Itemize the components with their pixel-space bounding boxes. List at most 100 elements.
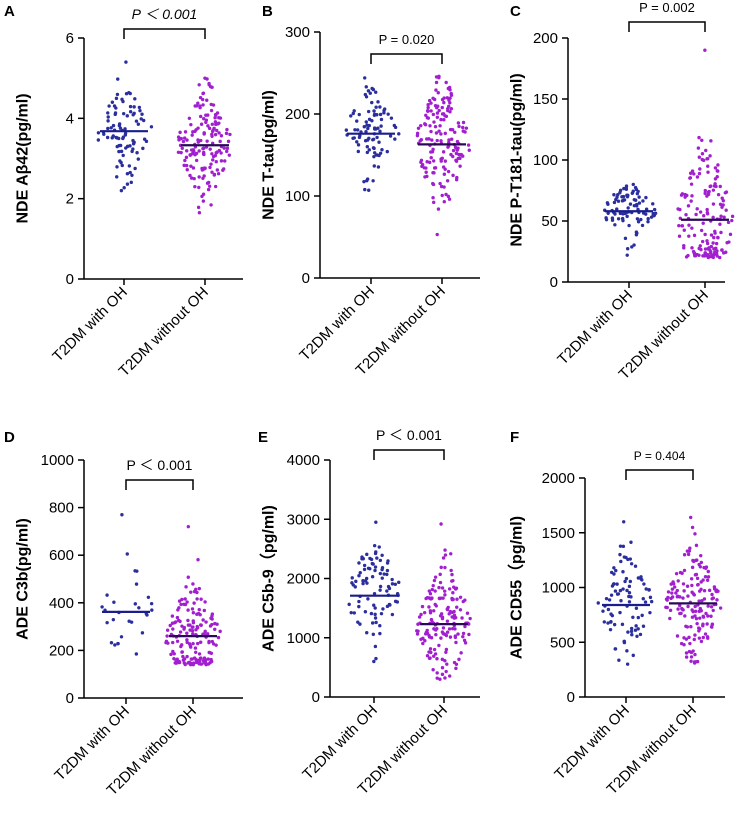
- data-point: [123, 133, 128, 137]
- data-point: [124, 60, 128, 64]
- data-point: [193, 650, 198, 654]
- data-point: [427, 650, 431, 654]
- data-point: [447, 674, 452, 678]
- data-point: [212, 172, 217, 177]
- data-point: [195, 658, 199, 663]
- data-point: [225, 149, 229, 154]
- data-point: [627, 584, 632, 589]
- data-point: [455, 597, 459, 601]
- data-point: [709, 605, 714, 609]
- data-point: [169, 652, 173, 657]
- data-point: [186, 524, 191, 529]
- data-point: [210, 122, 215, 127]
- data-point: [439, 132, 443, 136]
- data-point: [683, 192, 687, 197]
- data-point: [204, 120, 208, 125]
- data-point: [188, 173, 192, 178]
- data-point: [457, 657, 461, 662]
- data-point: [450, 572, 454, 577]
- data-point: [699, 553, 703, 558]
- data-point: [382, 572, 386, 576]
- data-point: [105, 620, 109, 625]
- data-point: [136, 157, 141, 161]
- data-point: [373, 568, 377, 573]
- data-point: [424, 596, 428, 601]
- data-point: [680, 571, 684, 575]
- data-point: [432, 97, 437, 102]
- data-point: [206, 124, 210, 128]
- data-point: [433, 575, 438, 579]
- data-point: [444, 633, 449, 638]
- data-point: [419, 160, 423, 164]
- data-point: [689, 625, 693, 629]
- data-point: [117, 136, 121, 141]
- p-value-label: P ＜ 0.001: [127, 457, 193, 473]
- data-point: [465, 611, 470, 615]
- panel-label: B: [262, 3, 273, 20]
- data-point: [679, 641, 684, 646]
- data-point: [125, 182, 130, 186]
- data-point: [366, 126, 370, 131]
- data-point: [387, 602, 392, 607]
- data-point: [183, 158, 187, 163]
- data-point: [467, 632, 471, 637]
- data-point: [666, 595, 670, 600]
- data-point: [697, 171, 702, 176]
- data-point: [204, 620, 208, 624]
- data-point: [684, 651, 689, 655]
- data-point: [447, 138, 451, 142]
- data-point: [700, 157, 704, 162]
- data-point: [186, 575, 190, 579]
- data-point: [447, 627, 452, 631]
- y-tick-label: 0: [66, 271, 74, 288]
- data-point: [436, 207, 441, 211]
- data-point: [639, 217, 643, 222]
- data-point: [644, 587, 648, 591]
- y-tick-label: 600: [49, 547, 74, 564]
- data-point: [438, 580, 443, 585]
- data-point: [694, 543, 699, 548]
- data-point: [213, 120, 218, 124]
- data-point: [613, 647, 618, 651]
- data-point: [716, 192, 721, 197]
- data-point: [183, 130, 188, 134]
- data-point: [419, 612, 423, 617]
- data-point: [705, 239, 709, 243]
- data-point: [362, 179, 366, 184]
- data-point: [433, 602, 437, 607]
- data-point: [120, 163, 124, 168]
- data-point: [197, 211, 202, 215]
- data-point: [707, 189, 711, 194]
- data-point: [425, 160, 429, 164]
- data-point: [713, 231, 717, 235]
- data-point: [630, 633, 634, 637]
- data-point: [702, 597, 707, 601]
- data-point: [213, 112, 218, 117]
- data-point: [184, 155, 189, 160]
- data-point: [693, 633, 697, 637]
- y-axis-label: ADE C3b(pg/ml): [15, 518, 32, 640]
- data-point: [441, 626, 446, 630]
- y-tick-label: 1000: [41, 452, 74, 469]
- data-point: [701, 635, 705, 640]
- data-point: [172, 657, 176, 661]
- panel-label: E: [258, 429, 268, 446]
- data-point: [374, 105, 378, 109]
- data-point: [390, 582, 395, 586]
- data-point: [112, 104, 117, 108]
- data-point: [681, 582, 686, 586]
- data-point: [131, 138, 135, 143]
- data-point: [185, 138, 189, 142]
- data-point: [125, 114, 129, 118]
- data-point: [726, 220, 731, 225]
- y-tick-label: 50: [541, 213, 558, 230]
- data-point: [432, 578, 437, 583]
- data-point: [428, 647, 433, 651]
- data-point: [357, 112, 361, 117]
- data-point: [463, 598, 467, 602]
- data-point: [612, 193, 616, 197]
- data-point: [431, 147, 435, 152]
- data-point: [193, 646, 198, 650]
- data-point: [440, 672, 445, 677]
- data-point: [674, 591, 678, 595]
